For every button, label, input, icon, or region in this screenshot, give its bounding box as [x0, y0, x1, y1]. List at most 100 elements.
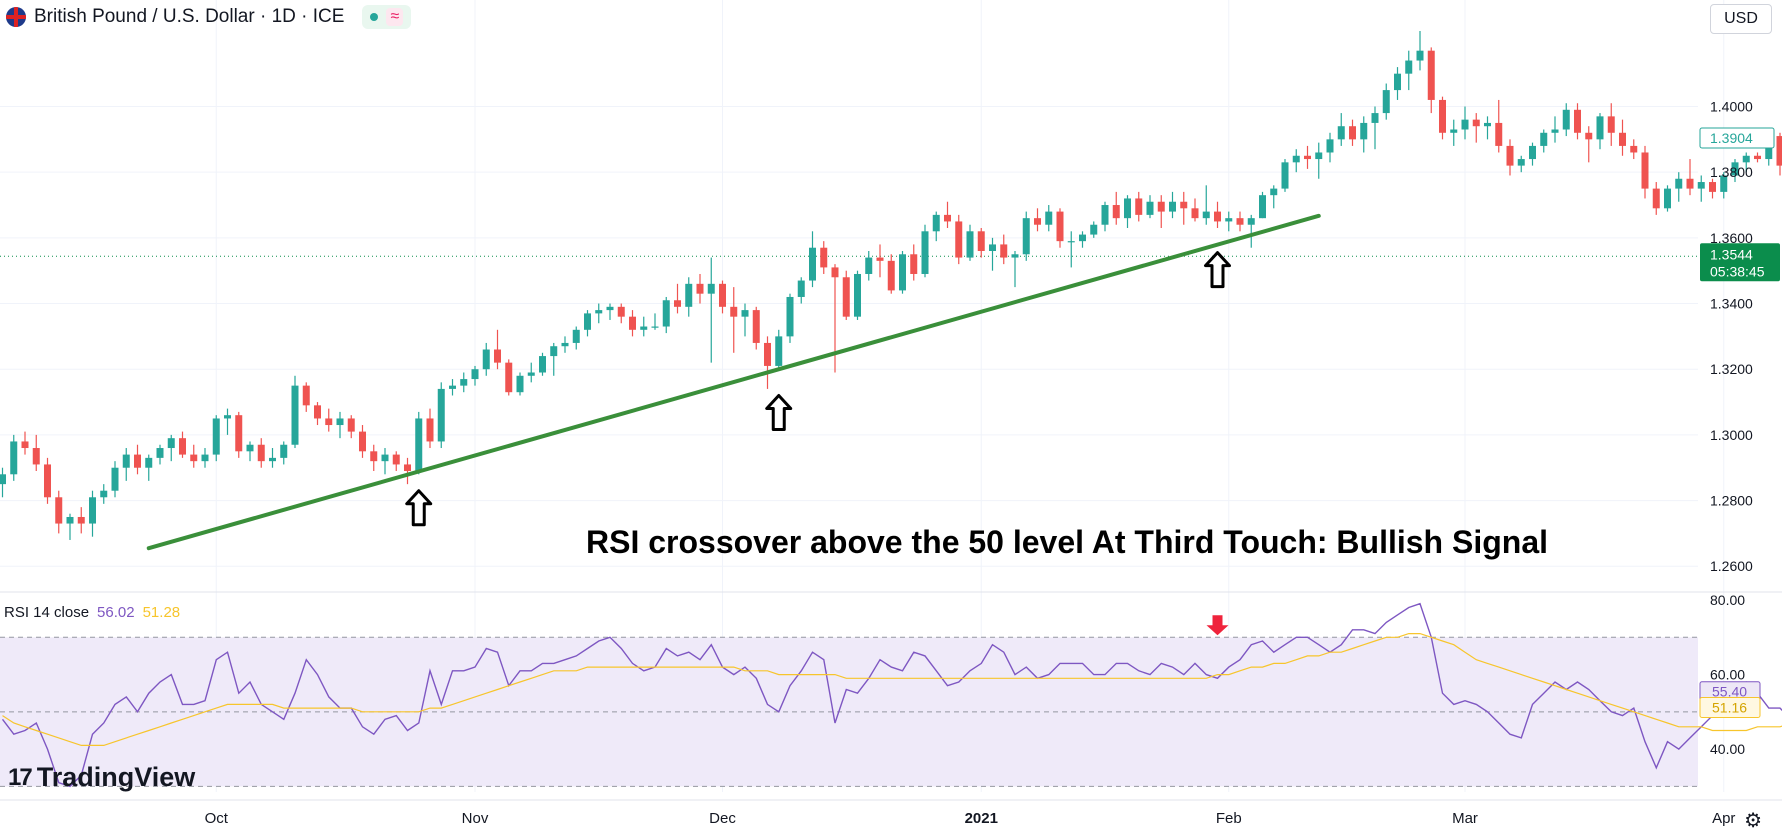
rsi-legend[interactable]: RSI 14 close 56.02 51.28 — [4, 604, 180, 621]
candle-body[interactable] — [1394, 73, 1401, 91]
candle-body[interactable] — [1270, 188, 1278, 196]
candle-body[interactable] — [1450, 129, 1458, 133]
trendline[interactable] — [146, 213, 1321, 551]
candle-body[interactable] — [1630, 145, 1638, 153]
candle-body[interactable] — [730, 306, 738, 317]
candle-body[interactable] — [471, 369, 479, 380]
candle-body[interactable] — [966, 231, 974, 258]
candle-body[interactable] — [1259, 195, 1266, 219]
candle-body[interactable] — [1551, 129, 1559, 133]
candle-body[interactable] — [145, 457, 153, 468]
candle-body[interactable] — [1236, 218, 1244, 225]
candle-body[interactable] — [370, 451, 378, 462]
candle-body[interactable] — [1349, 126, 1356, 140]
candle-body[interactable] — [482, 349, 490, 370]
candle-body[interactable] — [201, 454, 209, 462]
symbol-title[interactable]: British Pound / U.S. Dollar · 1D · ICE — [34, 6, 345, 27]
candle-body[interactable] — [786, 296, 794, 337]
candle-body[interactable] — [1619, 132, 1626, 146]
candle-body[interactable] — [775, 336, 783, 366]
candle-body[interactable] — [1056, 211, 1064, 242]
candle-body[interactable] — [764, 342, 771, 366]
candle-body[interactable] — [977, 231, 985, 251]
candle-body[interactable] — [1034, 218, 1041, 225]
candle-body[interactable] — [685, 283, 693, 307]
candle-body[interactable] — [212, 418, 220, 455]
candle-body[interactable] — [291, 385, 299, 445]
candle-body[interactable] — [707, 283, 715, 294]
candle-body[interactable] — [595, 310, 603, 314]
candle-body[interactable] — [336, 418, 344, 426]
candle-body[interactable] — [1562, 109, 1570, 130]
candle-body[interactable] — [494, 349, 501, 363]
candle-body[interactable] — [122, 454, 130, 468]
candle-body[interactable] — [1416, 50, 1424, 61]
candle-body[interactable] — [1371, 113, 1379, 123]
candle-body[interactable] — [1427, 50, 1435, 100]
candle-body[interactable] — [1337, 126, 1345, 140]
candle-body[interactable] — [460, 379, 468, 386]
candle-body[interactable] — [190, 454, 198, 462]
candle-body[interactable] — [235, 415, 243, 452]
candle-body[interactable] — [516, 375, 524, 393]
candle-body[interactable] — [561, 342, 569, 347]
candle-body[interactable] — [1675, 178, 1683, 189]
candle-body[interactable] — [0, 474, 6, 485]
candle-body[interactable] — [1146, 201, 1154, 215]
candle-body[interactable] — [1495, 122, 1503, 146]
candle-body[interactable] — [1652, 188, 1660, 209]
candle-body[interactable] — [505, 362, 513, 393]
candle-body[interactable] — [257, 444, 265, 462]
candle-body[interactable] — [1461, 119, 1469, 130]
candle-body[interactable] — [1720, 175, 1728, 192]
candle-body[interactable] — [246, 444, 254, 452]
candle-body[interactable] — [1776, 136, 1782, 166]
candle-body[interactable] — [1472, 119, 1480, 127]
candle-body[interactable] — [415, 418, 423, 472]
candle-body[interactable] — [1247, 218, 1255, 225]
candle-body[interactable] — [820, 247, 828, 268]
candle-body[interactable] — [1304, 155, 1311, 160]
candle-body[interactable] — [449, 385, 456, 389]
candle-body[interactable] — [989, 244, 996, 251]
candle-body[interactable] — [1022, 218, 1030, 255]
candle-body[interactable] — [876, 257, 884, 261]
candle-body[interactable] — [1045, 211, 1053, 225]
candle-body[interactable] — [1607, 116, 1615, 133]
candle-body[interactable] — [572, 329, 580, 343]
candle-body[interactable] — [77, 516, 85, 524]
candle-body[interactable] — [944, 214, 951, 222]
candle-body[interactable] — [1360, 122, 1368, 140]
candle-body[interactable] — [910, 254, 918, 274]
candle-body[interactable] — [1686, 178, 1694, 189]
candle-body[interactable] — [134, 454, 141, 468]
candle-body[interactable] — [302, 385, 310, 406]
candle-body[interactable] — [1529, 145, 1536, 160]
candle-body[interactable] — [1011, 254, 1019, 258]
candle-body[interactable] — [392, 454, 400, 465]
candle-body[interactable] — [1506, 145, 1514, 166]
candle-body[interactable] — [1742, 155, 1750, 163]
candle-body[interactable] — [100, 490, 108, 498]
candle-body[interactable] — [156, 448, 164, 458]
candle-body[interactable] — [437, 388, 445, 442]
candle-body[interactable] — [1135, 198, 1143, 215]
candle-body[interactable] — [1292, 155, 1300, 163]
candle-body[interactable] — [404, 464, 411, 472]
candle-body[interactable] — [1709, 182, 1716, 192]
candle-body[interactable] — [1112, 205, 1120, 219]
candle-body[interactable] — [10, 441, 18, 475]
candle-body[interactable] — [55, 497, 63, 524]
candle-body[interactable] — [1225, 218, 1233, 222]
candle-body[interactable] — [640, 326, 648, 330]
candle-body[interactable] — [1596, 116, 1604, 140]
candle-body[interactable] — [921, 231, 929, 274]
candle-body[interactable] — [955, 221, 963, 258]
candle-body[interactable] — [347, 418, 355, 432]
candle-body[interactable] — [527, 372, 535, 376]
candle-body[interactable] — [1484, 122, 1491, 127]
candle-body[interactable] — [1157, 201, 1165, 212]
candle-body[interactable] — [932, 214, 940, 232]
candle-body[interactable] — [1540, 132, 1548, 146]
candle-body[interactable] — [584, 313, 591, 330]
